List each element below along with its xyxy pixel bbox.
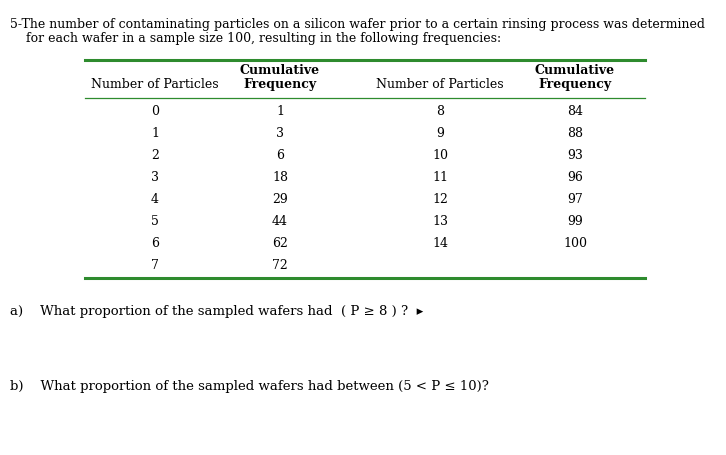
Text: 5-The number of contaminating particles on a silicon wafer prior to a certain ri: 5-The number of contaminating particles … [10, 18, 705, 31]
Text: 13: 13 [432, 215, 448, 228]
Text: 96: 96 [567, 171, 583, 184]
Text: 18: 18 [272, 171, 288, 184]
Text: Number of Particles: Number of Particles [91, 78, 219, 91]
Text: 72: 72 [272, 259, 288, 272]
Text: Frequency: Frequency [243, 78, 317, 91]
Text: 6: 6 [276, 149, 284, 162]
Text: Cumulative: Cumulative [240, 64, 320, 77]
Text: 14: 14 [432, 237, 448, 250]
Text: 29: 29 [272, 193, 288, 206]
Text: 97: 97 [567, 193, 583, 206]
Text: a)    What proportion of the sampled wafers had  ( P ≥ 8 ) ?  ▸: a) What proportion of the sampled wafers… [10, 305, 423, 318]
Text: Number of Particles: Number of Particles [376, 78, 504, 91]
Text: 8: 8 [436, 105, 444, 118]
Text: 62: 62 [272, 237, 288, 250]
Text: 93: 93 [567, 149, 583, 162]
Text: 1: 1 [276, 105, 284, 118]
Text: 100: 100 [563, 237, 587, 250]
Text: 12: 12 [432, 193, 448, 206]
Text: for each wafer in a sample size 100, resulting in the following frequencies:: for each wafer in a sample size 100, res… [10, 32, 501, 45]
Text: b)    What proportion of the sampled wafers had between (5 < P ≤ 10)?: b) What proportion of the sampled wafers… [10, 380, 489, 393]
Text: 44: 44 [272, 215, 288, 228]
Text: 84: 84 [567, 105, 583, 118]
Text: 4: 4 [151, 193, 159, 206]
Text: Frequency: Frequency [539, 78, 611, 91]
Text: 0: 0 [151, 105, 159, 118]
Text: 9: 9 [436, 127, 444, 140]
Text: 99: 99 [567, 215, 583, 228]
Text: 3: 3 [276, 127, 284, 140]
Text: 2: 2 [151, 149, 159, 162]
Text: 88: 88 [567, 127, 583, 140]
Text: 10: 10 [432, 149, 448, 162]
Text: 3: 3 [151, 171, 159, 184]
Text: 5: 5 [151, 215, 159, 228]
Text: 1: 1 [151, 127, 159, 140]
Text: 11: 11 [432, 171, 448, 184]
Text: 7: 7 [151, 259, 159, 272]
Text: 6: 6 [151, 237, 159, 250]
Text: Cumulative: Cumulative [535, 64, 615, 77]
